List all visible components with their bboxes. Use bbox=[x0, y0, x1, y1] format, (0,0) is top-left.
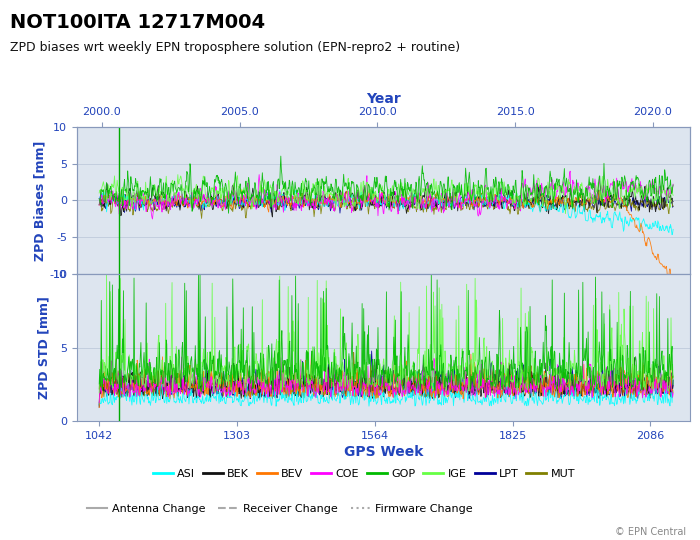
X-axis label: Year: Year bbox=[366, 92, 400, 106]
X-axis label: GPS Week: GPS Week bbox=[344, 445, 423, 459]
Text: NOT100ITA 12717M004: NOT100ITA 12717M004 bbox=[10, 14, 265, 32]
Text: ZPD biases wrt weekly EPN troposphere solution (EPN-repro2 + routine): ZPD biases wrt weekly EPN troposphere so… bbox=[10, 40, 461, 53]
Y-axis label: ZPD STD [mm]: ZPD STD [mm] bbox=[38, 296, 50, 399]
Y-axis label: ZPD Biases [mm]: ZPD Biases [mm] bbox=[34, 140, 46, 261]
Legend: Antenna Change, Receiver Change, Firmware Change: Antenna Change, Receiver Change, Firmwar… bbox=[83, 500, 477, 518]
Text: © EPN Central: © EPN Central bbox=[615, 527, 686, 537]
Legend: ASI, BEK, BEV, COE, GOP, IGE, LPT, MUT: ASI, BEK, BEV, COE, GOP, IGE, LPT, MUT bbox=[148, 464, 580, 483]
